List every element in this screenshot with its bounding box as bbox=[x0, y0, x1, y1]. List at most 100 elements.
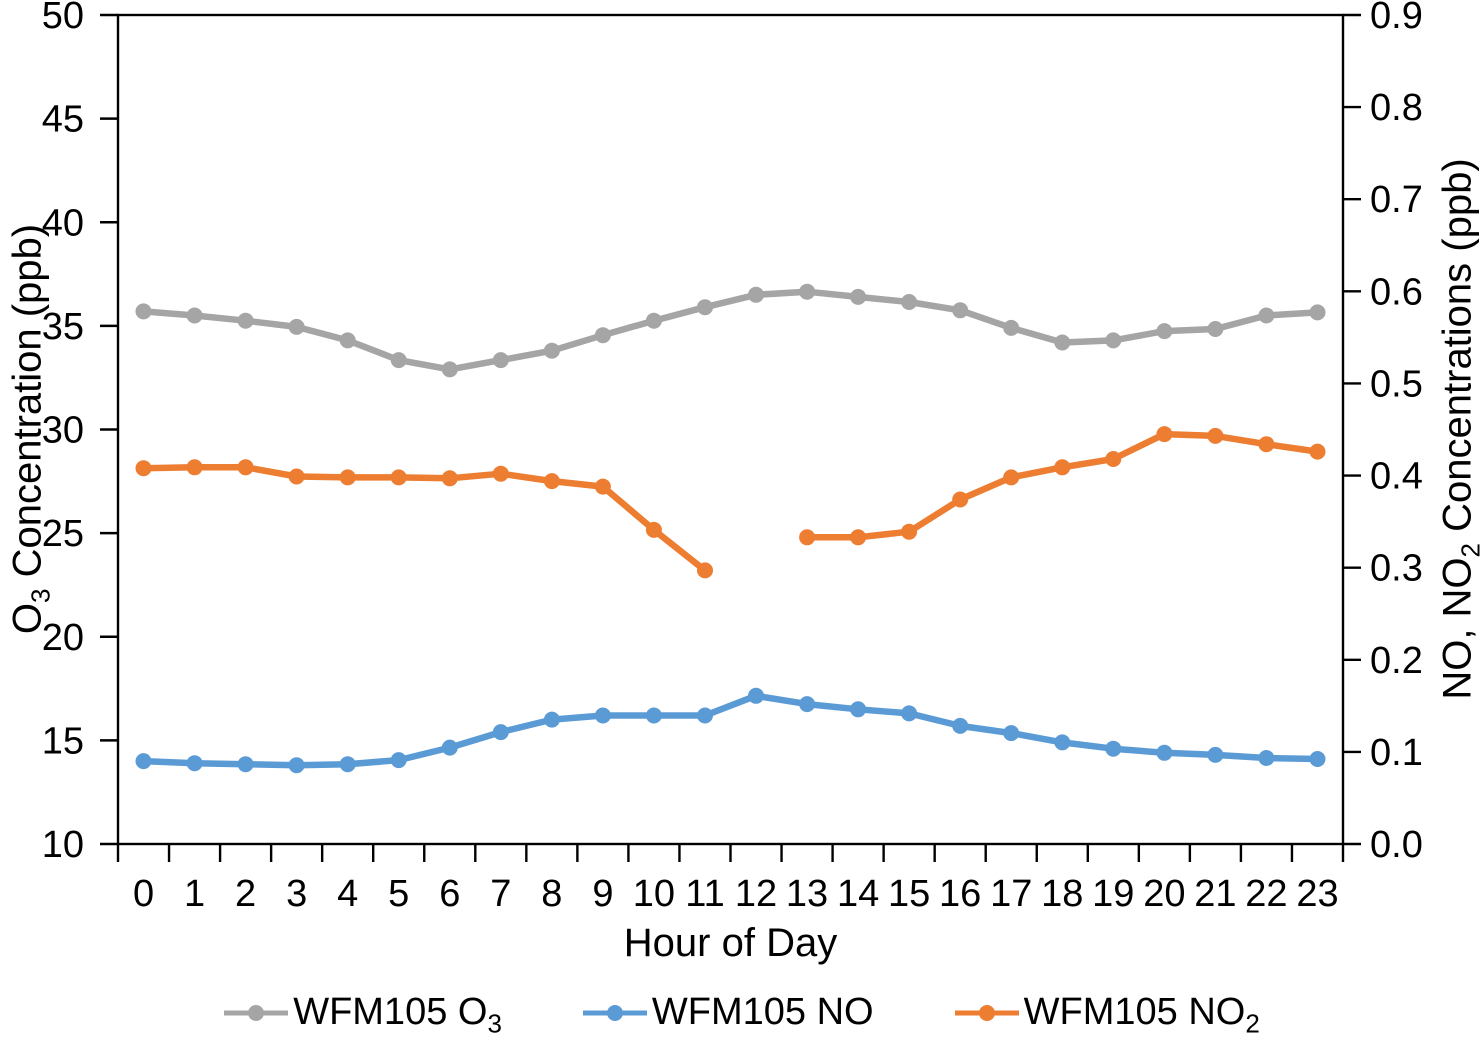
data-point-wfm105-no2 bbox=[544, 473, 560, 489]
y-right-tick-label: 0.4 bbox=[1370, 456, 1423, 498]
y-left-tick-label: 45 bbox=[42, 99, 84, 141]
data-point-wfm105-o3 bbox=[901, 294, 917, 310]
data-point-wfm105-o3 bbox=[1105, 332, 1121, 348]
legend-label-no: WFM105 NO bbox=[652, 991, 874, 1034]
data-point-wfm105-o3 bbox=[952, 302, 968, 318]
x-tick-label: 19 bbox=[1092, 873, 1134, 915]
data-point-wfm105-o3 bbox=[1258, 308, 1274, 324]
data-point-wfm105-no bbox=[1207, 747, 1223, 763]
data-point-wfm105-o3 bbox=[646, 313, 662, 329]
data-point-wfm105-no2 bbox=[289, 469, 305, 485]
left-axis-title-text: O bbox=[6, 603, 50, 634]
series-wfm105-no2 bbox=[136, 426, 1326, 578]
data-point-wfm105-o3 bbox=[493, 352, 509, 368]
data-point-wfm105-no2 bbox=[493, 466, 509, 482]
data-point-wfm105-no bbox=[799, 696, 815, 712]
y-right-tick-label: 0.5 bbox=[1370, 363, 1423, 405]
legend-item-no2: WFM105 NO2 bbox=[954, 991, 1260, 1034]
legend-label-no2: WFM105 NO2 bbox=[1024, 991, 1260, 1034]
data-point-wfm105-no bbox=[952, 718, 968, 734]
right-axis-title-rest: Concentrations (ppb) bbox=[1436, 158, 1480, 543]
legend-label-o3-subscript: 3 bbox=[487, 1009, 501, 1039]
legend-label-no-text: WFM105 NO bbox=[652, 991, 874, 1033]
data-point-wfm105-no bbox=[1054, 734, 1070, 750]
right-axis-title-text: NO, NO bbox=[1436, 557, 1480, 699]
data-point-wfm105-no2 bbox=[646, 522, 662, 538]
data-point-wfm105-no bbox=[187, 755, 203, 771]
data-point-wfm105-no2 bbox=[391, 469, 407, 485]
x-tick-label: 0 bbox=[133, 873, 154, 915]
data-point-wfm105-o3 bbox=[289, 319, 305, 335]
data-point-wfm105-o3 bbox=[391, 352, 407, 368]
data-point-wfm105-o3 bbox=[187, 308, 203, 324]
data-point-wfm105-no2 bbox=[1156, 426, 1172, 442]
x-tick-label: 11 bbox=[685, 873, 724, 915]
x-tick-label: 6 bbox=[439, 873, 460, 915]
y-left-tick-label: 10 bbox=[42, 824, 84, 866]
x-tick-label: 15 bbox=[888, 873, 930, 915]
x-tick-label: 18 bbox=[1041, 873, 1083, 915]
data-point-wfm105-no bbox=[289, 757, 305, 773]
data-point-wfm105-no2 bbox=[1003, 469, 1019, 485]
data-point-wfm105-no2 bbox=[1207, 428, 1223, 444]
y-left-tick-label: 15 bbox=[42, 720, 84, 762]
legend-marker-no2 bbox=[954, 1002, 1020, 1024]
x-tick-label: 9 bbox=[592, 873, 613, 915]
right-axis-title-subscript: 2 bbox=[1456, 543, 1483, 557]
series-line-wfm105-no bbox=[144, 696, 1318, 765]
y-right-tick-label: 0.7 bbox=[1370, 179, 1423, 221]
data-point-wfm105-no bbox=[238, 756, 254, 772]
x-tick-label: 7 bbox=[490, 873, 511, 915]
data-point-wfm105-no bbox=[493, 724, 509, 740]
data-point-wfm105-o3 bbox=[544, 343, 560, 359]
left-axis-title-rest: Concentration (ppb) bbox=[6, 224, 50, 589]
data-point-wfm105-no bbox=[340, 756, 356, 772]
x-tick-label: 2 bbox=[235, 873, 256, 915]
series-line-wfm105-no2 bbox=[144, 434, 1318, 570]
left-axis-title-subscript: 3 bbox=[26, 589, 56, 603]
data-point-wfm105-o3 bbox=[748, 287, 764, 303]
legend-label-no2-text: WFM105 NO bbox=[1024, 991, 1246, 1033]
x-tick-label: 21 bbox=[1194, 873, 1236, 915]
right-axis-title: NO, NO2 Concentrations (ppb) bbox=[1436, 158, 1481, 699]
x-tick-label: 17 bbox=[990, 873, 1032, 915]
data-point-wfm105-o3 bbox=[595, 327, 611, 343]
data-point-wfm105-no2 bbox=[595, 479, 611, 495]
data-point-wfm105-no bbox=[1258, 750, 1274, 766]
y-right-tick-label: 0.3 bbox=[1370, 548, 1423, 590]
data-point-wfm105-no bbox=[391, 752, 407, 768]
data-point-wfm105-no bbox=[697, 708, 713, 724]
data-point-wfm105-o3 bbox=[1003, 320, 1019, 336]
data-point-wfm105-no2 bbox=[697, 562, 713, 578]
legend-label-o3: WFM105 O3 bbox=[293, 991, 502, 1034]
legend: WFM105 O3 WFM105 NO WFM105 NO2 bbox=[0, 991, 1483, 1034]
data-point-wfm105-no bbox=[1156, 745, 1172, 761]
y-right-tick-label: 0.1 bbox=[1370, 732, 1423, 774]
data-point-wfm105-no2 bbox=[238, 459, 254, 475]
data-point-wfm105-o3 bbox=[136, 303, 152, 319]
data-point-wfm105-o3 bbox=[340, 332, 356, 348]
x-tick-label: 16 bbox=[939, 873, 981, 915]
data-point-wfm105-no bbox=[1310, 751, 1326, 767]
data-point-wfm105-no bbox=[1105, 741, 1121, 757]
data-point-wfm105-no2 bbox=[442, 470, 458, 486]
series-wfm105-no bbox=[136, 688, 1326, 773]
data-point-wfm105-o3 bbox=[1207, 321, 1223, 337]
data-point-wfm105-no2 bbox=[1310, 444, 1326, 460]
x-tick-label: 3 bbox=[286, 873, 307, 915]
y-right-tick-label: 0.8 bbox=[1370, 87, 1423, 129]
data-point-wfm105-no bbox=[646, 708, 662, 724]
data-point-wfm105-no2 bbox=[1258, 436, 1274, 452]
data-point-wfm105-no2 bbox=[136, 460, 152, 476]
data-point-wfm105-no2 bbox=[1105, 451, 1121, 467]
x-tick-label: 23 bbox=[1296, 873, 1338, 915]
x-tick-label: 1 bbox=[184, 873, 205, 915]
data-point-wfm105-no bbox=[595, 708, 611, 724]
series-line-wfm105-o3 bbox=[144, 292, 1318, 370]
data-point-wfm105-o3 bbox=[238, 313, 254, 329]
data-point-wfm105-no2 bbox=[187, 459, 203, 475]
legend-marker-o3 bbox=[223, 1002, 289, 1024]
data-point-wfm105-no2 bbox=[901, 524, 917, 540]
data-point-wfm105-no bbox=[901, 705, 917, 721]
